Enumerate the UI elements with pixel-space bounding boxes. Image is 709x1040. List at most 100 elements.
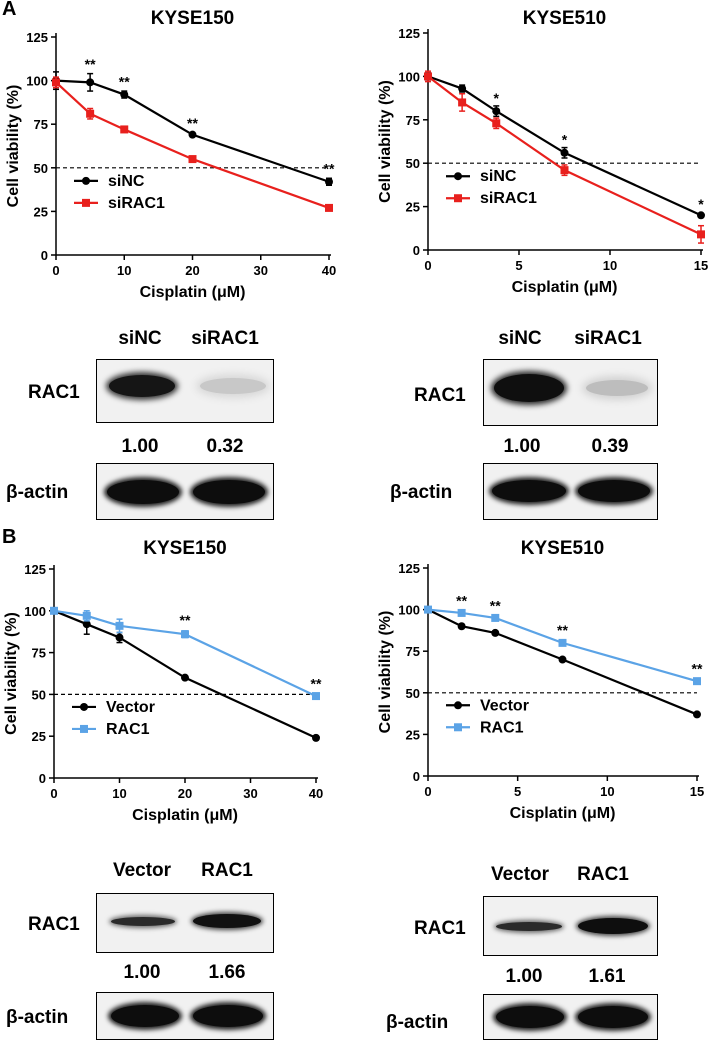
- data-point: [312, 692, 320, 701]
- target-blot-strip: [483, 896, 658, 956]
- y-axis-label: Cell viability (%): [377, 611, 394, 734]
- quant-value-1: 1.00: [123, 962, 161, 983]
- x-axis-label: Cisplatin (μM): [132, 807, 238, 824]
- quant-value-2: 1.61: [588, 966, 626, 987]
- data-point: [693, 710, 701, 719]
- data-point: [86, 78, 95, 87]
- data-point: [325, 177, 333, 186]
- legend-marker: [82, 198, 90, 207]
- x-tick-label: 10: [603, 258, 617, 273]
- band: [107, 480, 179, 504]
- lane-label-1: siNC: [118, 328, 162, 349]
- target-blot-strip: [96, 359, 274, 423]
- legend-marker: [454, 172, 462, 181]
- y-axis-label: Cell viability (%): [5, 85, 22, 208]
- significance-annotation: **: [187, 115, 198, 131]
- band: [193, 914, 261, 928]
- y-tick-label: 125: [398, 561, 420, 576]
- western-blot-kyse150-knockdown: siNC siRAC1 RAC1 1.00 0.32 β-actin: [0, 320, 350, 520]
- data-point: [424, 72, 432, 81]
- band: [111, 917, 175, 926]
- significance-annotation: *: [698, 196, 704, 212]
- target-label: RAC1: [28, 382, 80, 403]
- data-point: [120, 90, 129, 99]
- loading-label: β-actin: [6, 1007, 69, 1028]
- x-tick-label: 40: [322, 263, 336, 278]
- y-tick-label: 75: [406, 644, 420, 659]
- loading-blot-strip: [483, 994, 658, 1040]
- y-tick-label: 100: [26, 74, 48, 89]
- x-tick-label: 0: [50, 786, 57, 801]
- legend-entry: siRAC1: [108, 195, 165, 212]
- data-point: [82, 611, 91, 620]
- y-tick-label: 50: [34, 161, 48, 176]
- loading-label: β-actin: [390, 482, 453, 503]
- y-tick-label: 100: [398, 603, 420, 618]
- y-axis-label: Cell viability (%): [3, 612, 20, 735]
- data-point: [181, 630, 189, 639]
- significance-annotation: **: [490, 597, 501, 613]
- band: [496, 922, 562, 931]
- legend: Vector RAC1: [72, 699, 155, 738]
- significance-annotation: **: [85, 56, 96, 72]
- band: [193, 1005, 263, 1027]
- y-tick-label: 125: [24, 562, 46, 577]
- viability-chart-kyse150-overexpression: KYSE150 0 25 50 75 100 125 0 10 20 30 40 Cisplatin (…: [3, 538, 323, 824]
- x-tick-label: 30: [254, 263, 268, 278]
- significance-annotation: *: [562, 132, 568, 148]
- data-point: [457, 622, 466, 631]
- x-axis-label: Cisplatin (μM): [140, 284, 246, 301]
- significance-annotation: **: [180, 612, 191, 628]
- quant-value-2: 0.32: [206, 436, 244, 457]
- data-point: [457, 608, 466, 617]
- legend-entry: RAC1: [480, 719, 524, 736]
- y-tick-label: 50: [32, 687, 46, 702]
- y-tick-label: 50: [406, 686, 420, 701]
- target-label: RAC1: [414, 918, 466, 939]
- band: [578, 480, 650, 502]
- loading-blot-strip: [96, 992, 274, 1040]
- significance-annotation: **: [557, 622, 568, 638]
- x-tick-label: 5: [515, 258, 522, 273]
- x-tick-label: 0: [424, 784, 431, 799]
- legend-marker: [82, 176, 90, 185]
- data-point: [491, 613, 500, 622]
- y-tick-label: 100: [24, 604, 46, 619]
- significance-annotation: **: [324, 161, 335, 177]
- x-tick-label: 20: [185, 263, 199, 278]
- y-tick-label: 25: [406, 727, 420, 742]
- x-tick-label: 10: [600, 784, 614, 799]
- band: [111, 1005, 179, 1027]
- data-point: [558, 655, 567, 664]
- legend-marker: [80, 724, 88, 733]
- data-point: [492, 107, 501, 116]
- x-tick-label: 30: [243, 786, 257, 801]
- legend-marker: [454, 194, 462, 203]
- band: [578, 1006, 648, 1028]
- legend-entry: siRAC1: [480, 190, 537, 207]
- y-tick-label: 75: [406, 113, 420, 128]
- data-point: [560, 166, 569, 175]
- lane-label-2: siRAC1: [191, 328, 259, 349]
- y-tick-label: 25: [32, 729, 46, 744]
- y-tick-label: 100: [398, 69, 420, 84]
- data-point: [325, 203, 333, 212]
- y-tick-label: 125: [398, 26, 420, 41]
- significance-annotation: **: [311, 675, 322, 691]
- significance-annotation: *: [494, 90, 500, 106]
- series-RAC1: [50, 606, 320, 701]
- legend-entry: Vector: [480, 697, 529, 714]
- data-point: [82, 620, 91, 629]
- band: [494, 374, 564, 402]
- lane-label-1: Vector: [112, 860, 172, 881]
- data-point: [560, 148, 569, 157]
- lane-label-2: RAC1: [577, 864, 629, 885]
- quant-value-1: 1.00: [503, 436, 541, 457]
- loading-label: β-actin: [6, 482, 69, 503]
- y-tick-label: 75: [34, 117, 48, 132]
- significance-annotation: **: [456, 592, 467, 608]
- loading-blot-strip: [483, 463, 658, 520]
- western-blot-kyse510-overexpression: Vector RAC1 RAC1 1.00 1.61 β-actin: [360, 852, 709, 1040]
- y-tick-label: 50: [406, 156, 420, 171]
- y-tick-label: 0: [413, 769, 420, 784]
